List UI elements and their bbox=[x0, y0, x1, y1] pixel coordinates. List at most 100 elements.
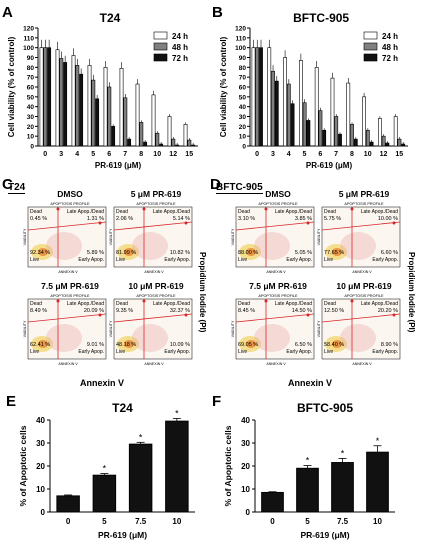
chart-title: T24 bbox=[100, 11, 121, 25]
bar bbox=[286, 83, 291, 147]
bar bbox=[255, 47, 260, 147]
y-tick-label: 110 bbox=[236, 35, 247, 42]
bar bbox=[39, 47, 44, 147]
annexin-axis-label-c: Annexin V bbox=[80, 378, 125, 388]
facs-plot-title: 5 μM PR-619 bbox=[339, 189, 390, 199]
x-tick-label: 15 bbox=[185, 151, 193, 158]
facs-y-axis-label: VIABILITY bbox=[109, 228, 113, 245]
bar bbox=[330, 77, 335, 147]
facs-quadrant-late-label: Late Apop./Dead bbox=[275, 301, 312, 307]
bar bbox=[381, 135, 386, 147]
facs-quadrant-dead-label: Dead bbox=[116, 301, 128, 307]
y-tick-label: 10 bbox=[27, 134, 35, 141]
facs-quadrant-live-label: Live bbox=[238, 349, 247, 355]
facs-profile-label: APOPTOSIS PROFILE bbox=[136, 294, 176, 298]
facs-quadrant-live-label: Live bbox=[238, 257, 247, 263]
legend-swatch bbox=[363, 42, 378, 51]
facs-gate-marker bbox=[142, 207, 146, 211]
bar bbox=[71, 55, 76, 147]
x-tick-label: 5 bbox=[303, 151, 307, 158]
y-tick-label: 30 bbox=[36, 439, 45, 448]
x-tick-label: 12 bbox=[169, 151, 177, 158]
y-tick-label: 100 bbox=[23, 45, 34, 52]
facs-gate-marker bbox=[350, 207, 354, 211]
bar bbox=[274, 80, 279, 147]
facs-value-live: 48.18 % bbox=[116, 342, 136, 348]
facs-y-axis-label: VIABILITY bbox=[23, 320, 27, 337]
x-tick-label: 7 bbox=[123, 151, 127, 158]
significance-marker: * bbox=[376, 436, 380, 446]
bar bbox=[119, 68, 124, 147]
y-tick-label: 60 bbox=[27, 85, 35, 92]
legend-swatch bbox=[363, 53, 378, 62]
y-tick-label: 20 bbox=[27, 124, 35, 131]
facs-quadrant-late-label: Late Apop./Dead bbox=[275, 209, 312, 215]
pi-axis-label-c: Propidium Iodide (PI) bbox=[198, 251, 207, 333]
y-tick-label: 120 bbox=[23, 26, 34, 33]
facs-quadrant-h bbox=[113, 221, 193, 231]
y-tick-label: 50 bbox=[27, 94, 35, 101]
facs-value-late: 10.00 % bbox=[378, 216, 398, 222]
facs-value-dead: 12.50 % bbox=[324, 308, 344, 314]
facs-quadrant-live-label: Live bbox=[30, 349, 39, 355]
bar bbox=[55, 49, 60, 147]
y-tick-label: 70 bbox=[239, 75, 247, 82]
facs-spread-cloud bbox=[132, 232, 168, 260]
facs-spread-cloud bbox=[46, 232, 82, 260]
facs-live-core bbox=[124, 340, 134, 348]
bar bbox=[271, 70, 275, 147]
facs-gate-marker bbox=[56, 207, 60, 211]
facs-value-late: 5.14 % bbox=[173, 216, 190, 222]
bar bbox=[123, 97, 128, 147]
x-tick-label: 0 bbox=[255, 151, 259, 158]
y-axis-label: % of Apoptotic cells bbox=[18, 425, 28, 506]
bar bbox=[350, 124, 354, 147]
bar bbox=[401, 143, 406, 147]
facs-cell-line-label: BFTC-905 bbox=[216, 182, 263, 194]
facs-value-early: 6.50 % bbox=[295, 342, 312, 348]
bar bbox=[267, 47, 272, 147]
facs-value-late: 3.85 % bbox=[295, 216, 312, 222]
x-axis-label: PR-619 (μM) bbox=[306, 161, 353, 170]
significance-marker: * bbox=[103, 464, 107, 474]
bar bbox=[183, 124, 188, 147]
facs-quadrant-dead-label: Dead bbox=[324, 209, 336, 215]
bar bbox=[167, 116, 172, 147]
facs-panel-bftc905: BFTC-905 DMSO APOPTOSIS PROFILE Dead Late A… bbox=[216, 182, 406, 382]
x-axis-label: PR-619 (μM) bbox=[300, 530, 349, 540]
panel-letter-b: B bbox=[212, 4, 223, 21]
facs-spread-cloud bbox=[46, 324, 82, 352]
facs-gate-marker bbox=[264, 299, 268, 303]
x-tick-label: 15 bbox=[395, 151, 403, 158]
facs-value-early: 5.89 % bbox=[87, 250, 104, 256]
facs-profile-label: APOPTOSIS PROFILE bbox=[136, 202, 176, 206]
facs-gate-marker bbox=[98, 221, 102, 225]
facs-plot-title: 5 μM PR-619 bbox=[131, 189, 182, 199]
bar bbox=[155, 132, 160, 147]
x-tick-label: 6 bbox=[107, 151, 111, 158]
facs-quadrant-early-label: Early Apop. bbox=[372, 349, 398, 355]
facs-value-early: 9.01 % bbox=[87, 342, 104, 348]
bar bbox=[191, 144, 196, 147]
facs-profile-label: APOPTOSIS PROFILE bbox=[50, 294, 90, 298]
y-tick-label: 10 bbox=[239, 134, 247, 141]
bar bbox=[103, 67, 108, 147]
bar bbox=[385, 142, 390, 147]
facs-gate-marker bbox=[392, 313, 396, 317]
facs-value-early: 5.05 % bbox=[295, 250, 312, 256]
legend-label: 24 h bbox=[382, 32, 398, 41]
facs-x-axis-label: ANNEXIN V bbox=[266, 362, 286, 366]
x-tick-label: 10 bbox=[172, 517, 181, 526]
bar bbox=[165, 420, 189, 513]
facs-live-core bbox=[332, 248, 342, 256]
facs-plots: DMSO APOPTOSIS PROFILE Dead Late Apop./Dead… bbox=[23, 189, 193, 366]
facs-value-dead: 2.06 % bbox=[116, 216, 133, 222]
facs-value-live: 58.40 % bbox=[324, 342, 344, 348]
chart-title: BFTC-905 bbox=[297, 401, 353, 415]
y-tick-label: 20 bbox=[239, 124, 247, 131]
x-tick-label: 6 bbox=[318, 151, 322, 158]
y-tick-label: 40 bbox=[241, 416, 250, 425]
panel-letter-c: C bbox=[2, 176, 13, 193]
facs-x-axis-label: ANNEXIN V bbox=[144, 270, 164, 274]
x-tick-label: 10 bbox=[364, 151, 372, 158]
